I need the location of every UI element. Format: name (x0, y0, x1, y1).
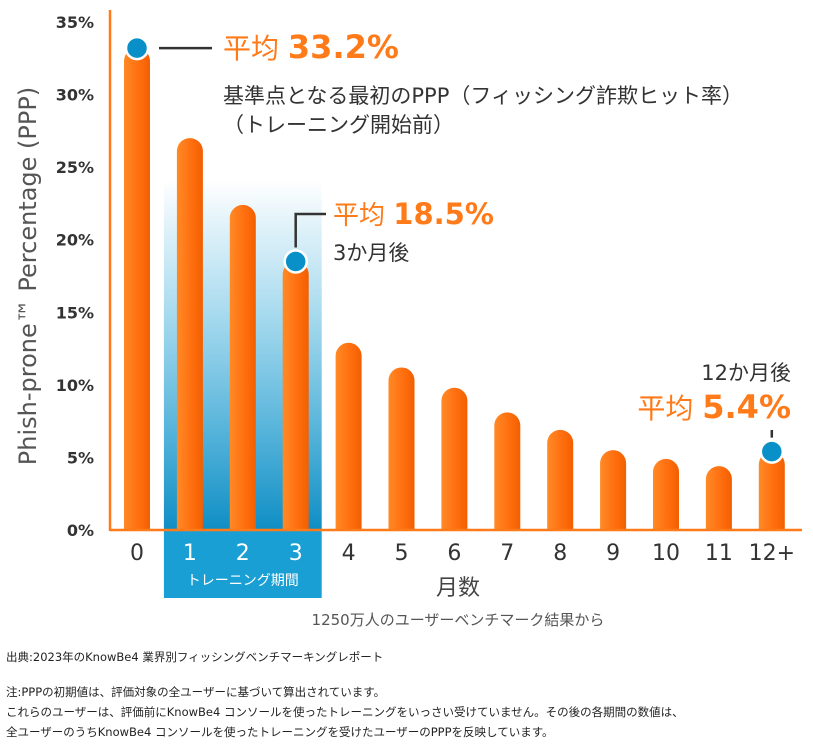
avg-label-3: 平均 18.5% (333, 197, 494, 231)
bar-6 (441, 387, 468, 530)
y-tick-label: 10% (56, 376, 94, 395)
avg-value-12: 5.4% (702, 388, 791, 426)
note-line-3: 全ユーザーのうちKnowBe4 コンソールを使ったトレーニングを受けたユーザーの… (6, 725, 554, 739)
y-tick-label: 15% (56, 303, 94, 322)
y-tick-label: 0% (67, 521, 94, 540)
note-line-2: これらのユーザーは、評価前にKnowBe4 コンソールを使ったトレーニングをいっ… (6, 705, 684, 719)
x-tick-label: 8 (553, 541, 567, 566)
x-tick-label: 12+ (749, 541, 795, 566)
x-tick-label: 9 (606, 541, 620, 566)
x-tick-label: 10 (652, 541, 680, 566)
marker-12 (759, 439, 785, 464)
bar-0 (124, 48, 150, 530)
marker-0 (124, 35, 150, 61)
x-tick-label: 6 (447, 541, 461, 566)
y-axis-title: Phish-prone™ Percentage (PPP) (14, 87, 42, 465)
callout-line-3 (294, 212, 326, 248)
bar-3 (282, 261, 309, 530)
bar-4 (335, 342, 362, 530)
chart-subtitle: 1250万人のユーザーベンチマーク結果から (312, 611, 605, 629)
bar-2 (229, 204, 256, 530)
avg-label-0: 平均 33.2% (223, 28, 399, 66)
y-tick-label: 25% (56, 158, 94, 177)
bar-7 (494, 412, 521, 530)
annotation-line-3-0: 3か月後 (333, 241, 409, 265)
bar-11 (705, 466, 732, 530)
note-line-1: 注:PPPの初期値は、評価対象の全ユーザーに基づいて算出されています。 (6, 685, 386, 699)
x-tick-label: 2 (236, 541, 250, 566)
marker-3 (283, 249, 308, 274)
avg-prefix-12: 平均 (637, 392, 702, 425)
training-period-label: トレーニング期間 (187, 573, 299, 589)
x-tick-label: 1 (183, 541, 197, 566)
bar-8 (547, 429, 574, 530)
bar-9 (600, 450, 627, 530)
source-note: 出典:2023年のKnowBe4 業界別フィッシングベンチマーキングレポート (6, 650, 384, 664)
avg-value-3: 18.5% (393, 197, 494, 231)
y-tick-label: 30% (56, 86, 94, 105)
bar-1 (176, 138, 203, 530)
avg-prefix-0: 平均 (223, 32, 288, 65)
y-tick-label: 20% (56, 231, 94, 250)
x-tick-label: 5 (395, 541, 409, 566)
avg-label-12: 平均 5.4% (637, 388, 791, 426)
y-tick-label: 35% (56, 13, 94, 32)
x-axis-title: 月数 (436, 576, 480, 601)
annotation-line-0-0: 基準点となる最初のPPP（フィッシング詐欺ヒット率） (223, 84, 743, 108)
training-label-box (163, 530, 322, 598)
avg-prefix-3: 平均 (333, 201, 393, 231)
annotation-line-12-0: 12か月後 (701, 361, 791, 385)
annotation-line-0-1: （トレーニング開始前） (223, 113, 454, 137)
bar-5 (388, 367, 415, 530)
x-tick-label: 4 (342, 541, 356, 566)
bar-12+ (758, 451, 785, 530)
x-tick-label: 7 (500, 541, 514, 566)
x-tick-label: 3 (289, 541, 303, 566)
y-tick-label: 5% (67, 448, 94, 467)
avg-value-0: 33.2% (288, 28, 399, 66)
x-tick-label: 0 (130, 541, 144, 566)
bar-10 (653, 458, 679, 530)
x-tick-label: 11 (705, 541, 733, 566)
